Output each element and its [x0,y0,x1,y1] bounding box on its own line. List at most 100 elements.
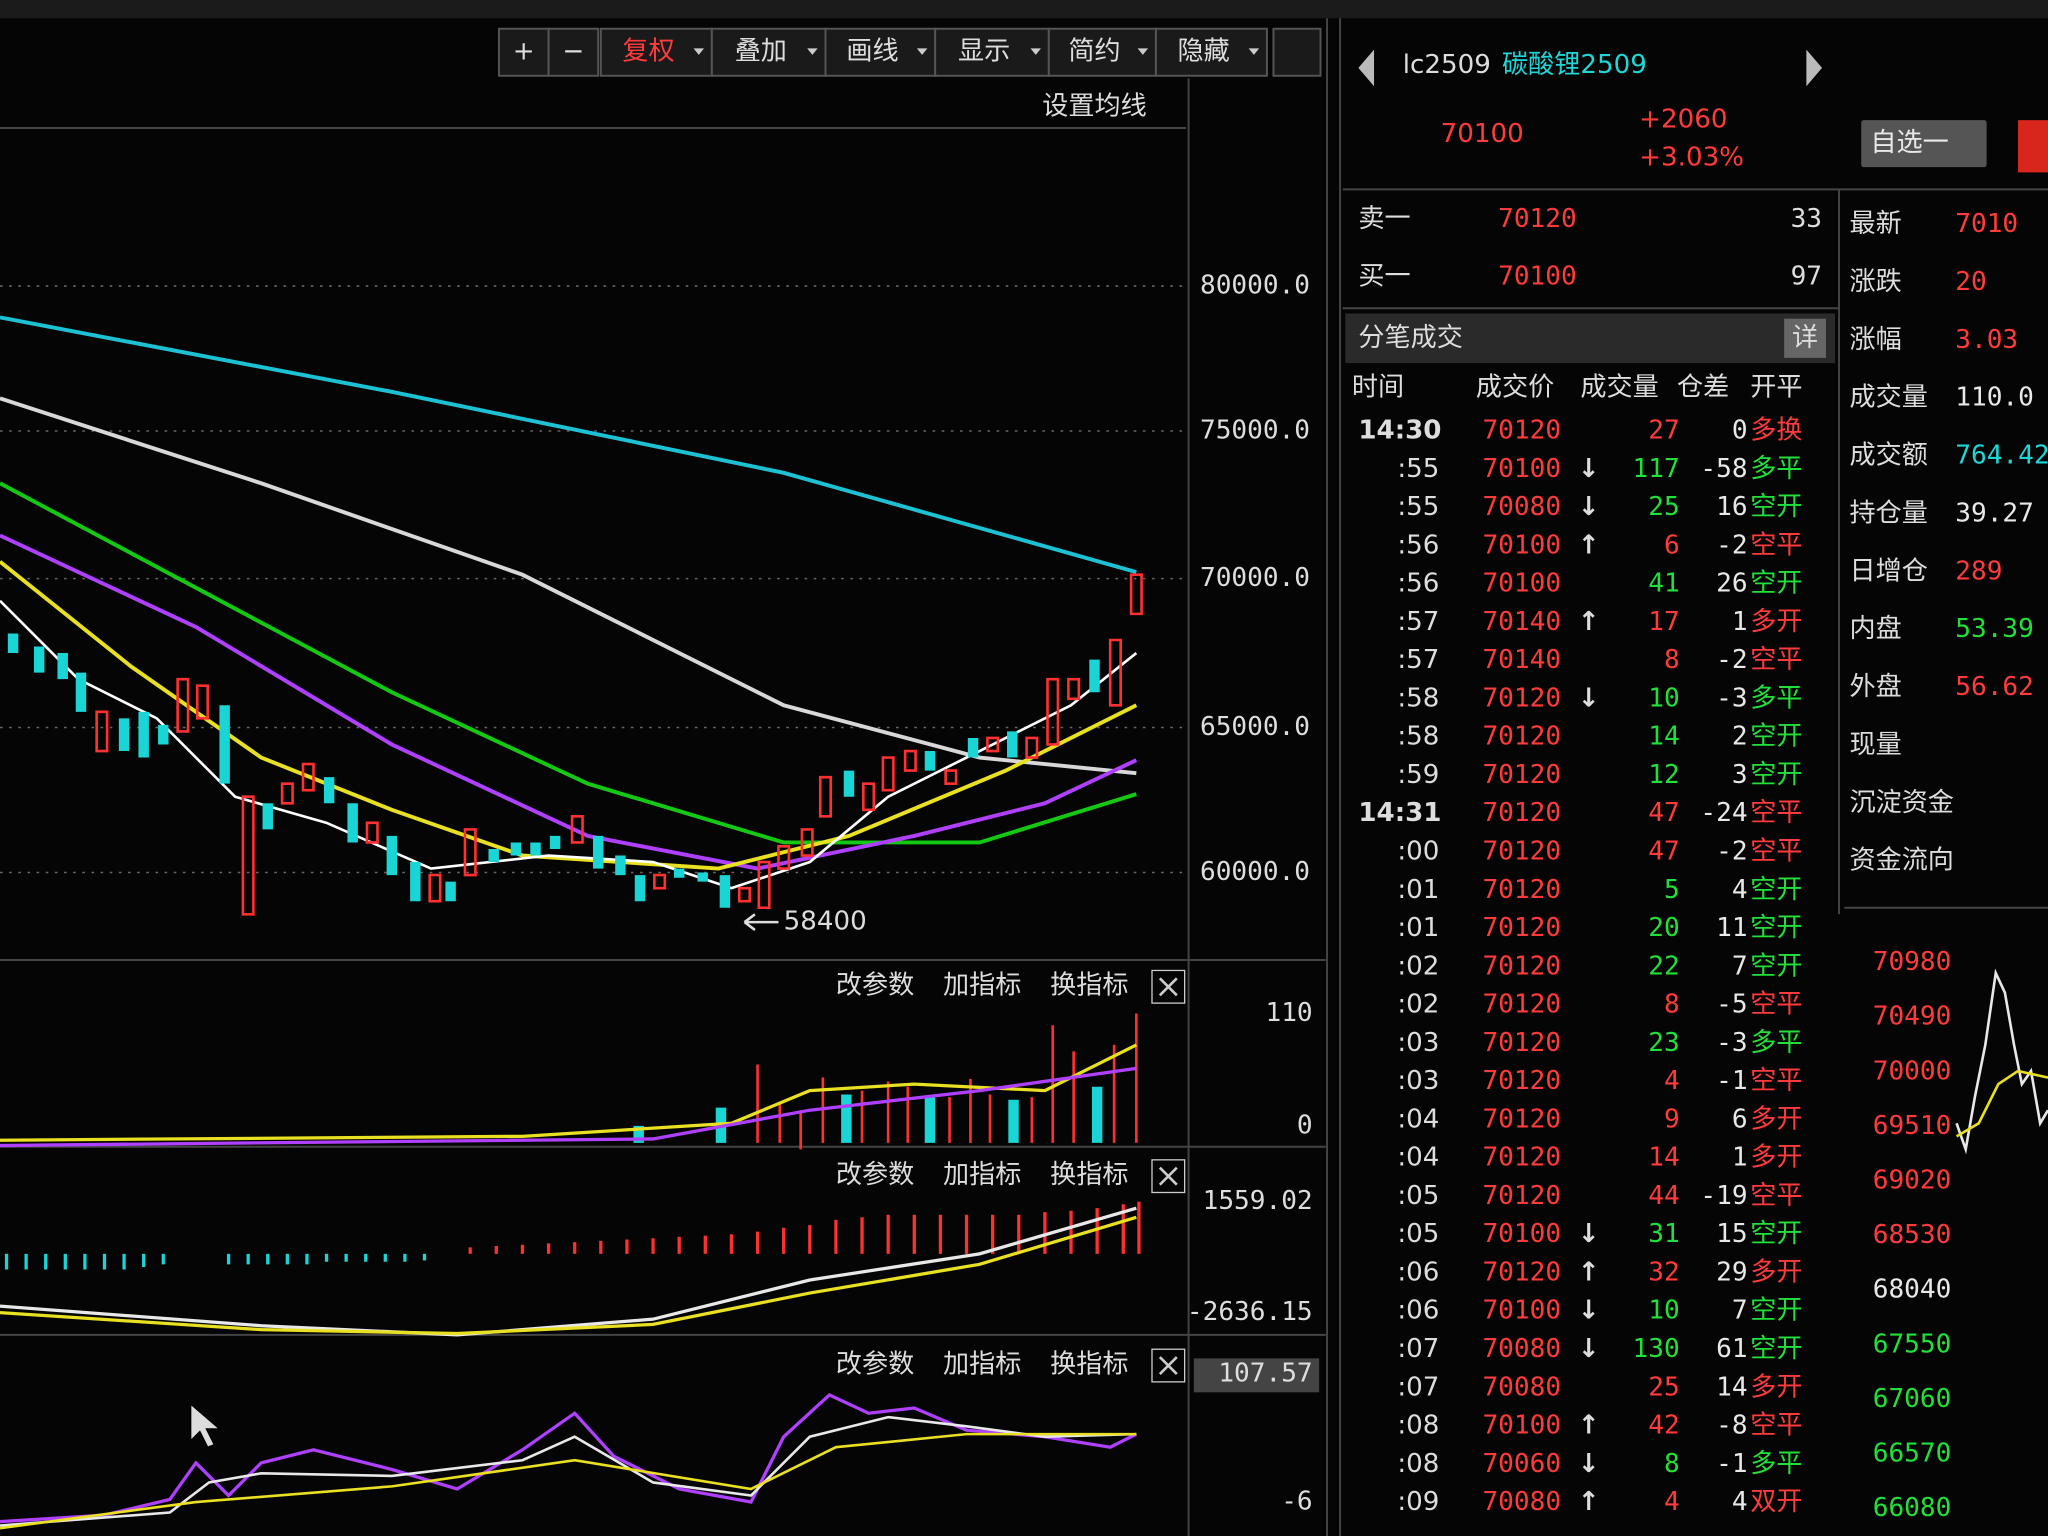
detail-bg[interactable] [1784,318,1826,358]
stat-label: 内盘 [1849,614,1901,644]
toolbar-button-bg[interactable] [1154,27,1268,77]
tick-kind: 空开 [1750,492,1802,522]
tick-arrow: ↑ [1578,1257,1600,1287]
mini-axis-label: 69510 [1873,1111,1952,1141]
mini-chart: 70980 70490 70000 69510 69020 68530 68040 67550… [1873,947,1952,1523]
tick-price: 70100 [1482,454,1561,484]
toolbar-button-bg[interactable] [824,27,937,77]
price-axis: 80000.0 75000.0 70000.0 65000.0 60000.0 [1200,271,1310,887]
watch-button[interactable]: 自选一 [1870,128,1948,158]
book-label: 卖一 [1358,204,1410,234]
tick-kind: 多平 [1750,683,1802,713]
close-icon [1158,1356,1178,1375]
indicator-button[interactable]: 换指标 [1050,1160,1128,1190]
indicator-axis-label: 107.57 [1218,1359,1312,1389]
tick-diff: 6 [1732,1104,1748,1134]
ma-setting[interactable]: 设置均线 [1042,92,1146,122]
tick-diff: 15 [1716,1219,1747,1249]
tick-kind: 空开 [1750,569,1802,599]
mini-avg-line [1955,1069,2048,1138]
toolbar-button[interactable]: 隐藏 [1177,37,1229,67]
tick-price: 70080 [1482,1334,1561,1364]
tick-kind: 空平 [1750,990,1802,1020]
tick-time: :56 [1397,569,1439,599]
tick-price: 70120 [1482,1143,1561,1173]
stats-panel: 最新 7010 涨跌 20 涨幅 3.03 成交量 110.0 成交额 764.42 持仓量 39.2… [1849,209,2048,875]
tick-kind: 多平 [1750,454,1802,484]
tick-time: :02 [1397,990,1439,1020]
axis-highlight [1193,1358,1320,1393]
tick-time: :00 [1397,836,1439,866]
toolbar-button-bg[interactable] [497,27,550,77]
stat-label: 资金流向 [1849,846,1953,876]
tick-time: :58 [1397,722,1439,752]
tick-diff: 1 [1732,607,1748,637]
change: +2060 [1639,105,1727,135]
indicator-button[interactable]: 改参数 [836,1349,914,1379]
indicator-button[interactable]: 换指标 [1050,1349,1128,1379]
tick-price: 70120 [1482,990,1561,1020]
dropdown-caret [1030,48,1041,55]
toolbar-button[interactable]: 简约 [1068,37,1120,67]
column-header: 开平 [1750,372,1802,402]
tick-price: 70100 [1482,569,1561,599]
toolbar-button[interactable]: 画线 [846,37,898,67]
tick-kind: 多开 [1750,1143,1802,1173]
stat-value: 110.0 [1955,383,2034,413]
detail-button[interactable]: 详 [1792,323,1818,353]
tick-volume: 12 [1648,760,1679,790]
tick-price: 70120 [1482,951,1561,981]
tick-time: :58 [1397,683,1439,713]
indicator-button[interactable]: 加指标 [943,1349,1021,1379]
close-button[interactable] [1151,969,1186,1004]
mouse-cursor [190,1402,222,1449]
book-label: 买一 [1358,261,1410,291]
indicator-button[interactable]: 加指标 [943,971,1021,1001]
toolbar-button-bg[interactable] [547,27,600,77]
toolbar-button-bg[interactable] [710,27,827,77]
tick-kind: 空平 [1750,1411,1802,1441]
mini-axis-label: 70490 [1873,1002,1952,1032]
tick-kind: 空开 [1750,1219,1802,1249]
tick-arrow: ↓ [1578,1296,1600,1326]
book-volume: 97 [1791,261,1822,291]
tick-kind: 空平 [1750,836,1802,866]
book-price: 70100 [1498,261,1577,291]
tick-kind: 空平 [1750,645,1802,675]
tick-diff: 61 [1716,1334,1747,1364]
tick-diff: -2 [1716,530,1747,560]
indicator-button[interactable]: 改参数 [836,971,914,1001]
stat-label: 成交额 [1849,441,1927,471]
tick-diff: 16 [1716,492,1747,522]
stat-value: 764.42 [1955,441,2048,471]
trade-button[interactable] [2017,120,2048,173]
tick-volume: 31 [1648,1219,1679,1249]
toolbar: + − 复权 叠加 画线 显示 简约 隐藏 [497,27,1322,77]
toolbar-button[interactable]: 显示 [958,37,1010,67]
toolbar-button[interactable]: 叠加 [735,37,787,67]
tick-arrow: ↓ [1578,1449,1600,1479]
fullscreen-button[interactable] [1272,27,1322,77]
close-button[interactable] [1151,1348,1186,1383]
book-price: 70120 [1498,204,1577,234]
close-button[interactable] [1151,1159,1186,1194]
tick-diff: 0 [1732,416,1748,446]
stat-value: 56.62 [1955,672,2034,702]
toolbar-button[interactable]: 复权 [622,37,674,67]
watch-button-bg[interactable] [1861,120,1987,168]
symbol-name: 碳酸锂2509 [1502,50,1647,80]
mini-axis-label: 67060 [1873,1384,1952,1414]
tick-volume: 4 [1664,1487,1680,1517]
indicator-button[interactable]: 改参数 [836,1160,914,1190]
toolbar-button[interactable]: − [562,37,584,67]
stat-value: 53.39 [1955,614,2034,644]
indicator-button[interactable]: 换指标 [1050,971,1128,1001]
toolbar-button[interactable]: + [513,37,535,67]
tick-diff: 4 [1732,875,1748,905]
indicator-button[interactable]: 加指标 [943,1160,1021,1190]
tick-volume: 25 [1648,1372,1679,1402]
stat-value: 20 [1955,267,1986,297]
tick-kind: 双开 [1750,1487,1802,1517]
toolbar-button-bg[interactable] [599,27,713,77]
